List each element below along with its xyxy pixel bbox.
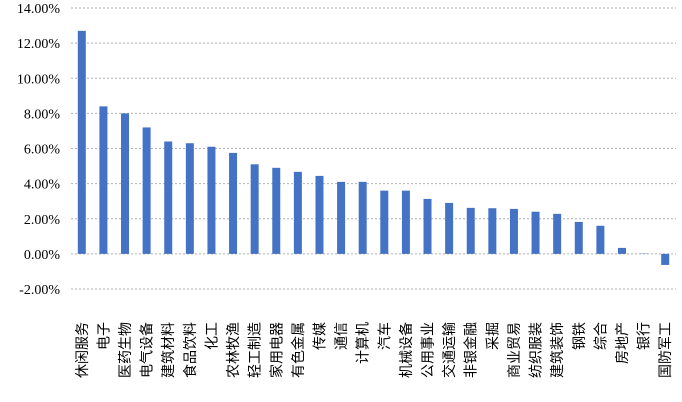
y-tick-label: 12.00% — [17, 37, 61, 52]
bar — [337, 181, 346, 254]
bar — [617, 247, 626, 254]
x-tick-label: 钢铁 — [572, 322, 588, 350]
bar — [142, 127, 151, 254]
bar — [445, 202, 454, 254]
x-tick-label: 电子 — [96, 322, 112, 350]
bar — [315, 175, 324, 254]
bar — [488, 208, 497, 254]
y-tick-label: -2.00% — [19, 283, 60, 298]
bar — [661, 253, 670, 265]
x-tick-label: 化工 — [204, 322, 220, 350]
bar — [293, 171, 302, 254]
bar — [531, 211, 540, 254]
x-tick-label: 休闲服务 — [75, 322, 91, 378]
y-tick-label: 10.00% — [17, 72, 61, 87]
bar — [380, 190, 389, 254]
x-tick-label: 交通运输 — [441, 322, 458, 378]
x-tick-label: 采掘 — [485, 322, 501, 350]
x-tick-label: 房地产 — [615, 322, 631, 364]
x-tick-label: 医药生物 — [118, 322, 134, 378]
x-tick-label: 汽车 — [376, 322, 393, 350]
x-tick-label: 家用电器 — [268, 322, 285, 378]
bar — [207, 146, 216, 254]
y-tick-label: 0.00% — [24, 248, 61, 263]
x-tick-label: 公用事业 — [421, 322, 437, 378]
x-tick-label: 食品饮料 — [182, 322, 199, 378]
x-tick-label: 商业贸易 — [507, 322, 523, 378]
bar — [509, 208, 518, 254]
y-tick-label: 2.00% — [24, 213, 61, 228]
y-tick-label: 14.00% — [17, 2, 61, 17]
y-tick-label: 4.00% — [24, 178, 61, 193]
bar — [99, 106, 108, 254]
bar — [164, 141, 173, 254]
x-tick-label: 农林牧渔 — [226, 322, 242, 378]
x-tick-label: 建筑装饰 — [550, 322, 566, 378]
x-tick-label: 轻工制造 — [248, 322, 264, 378]
x-tick-label: 计算机 — [356, 322, 372, 364]
bar — [574, 221, 583, 254]
bar — [229, 152, 238, 254]
x-tick-label: 电气设备 — [139, 322, 156, 378]
y-tick-label: 6.00% — [24, 143, 61, 158]
bar — [423, 198, 432, 254]
bar — [401, 190, 410, 254]
bar — [466, 207, 475, 254]
bar — [77, 30, 86, 254]
bar — [596, 225, 605, 254]
bar — [272, 167, 281, 254]
x-tick-label: 有色金属 — [290, 322, 307, 378]
x-tick-label: 国防军工 — [658, 322, 674, 378]
x-tick-label: 建筑材料 — [161, 322, 177, 378]
bar — [358, 181, 367, 254]
x-tick-label: 综合 — [593, 322, 609, 350]
x-tick-label: 非银金融 — [464, 322, 480, 378]
x-tick-label: 通信 — [334, 322, 350, 350]
x-tick-label: 纺织服装 — [529, 322, 545, 378]
bar — [121, 113, 130, 254]
y-tick-label: 8.00% — [24, 107, 61, 122]
x-tick-label: 传媒 — [312, 322, 328, 350]
x-tick-label: 银行 — [637, 322, 653, 350]
bar — [185, 143, 194, 254]
bar — [250, 164, 259, 254]
x-tick-label: 机械设备 — [398, 322, 415, 378]
bar — [553, 213, 562, 254]
